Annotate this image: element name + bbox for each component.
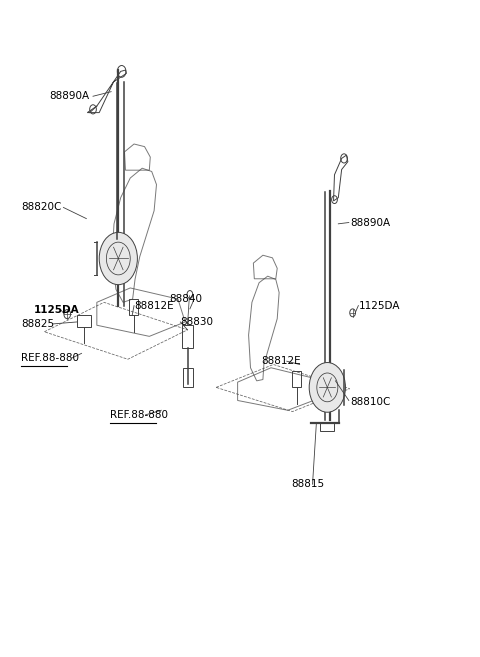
Text: REF.88-880: REF.88-880 bbox=[22, 353, 79, 363]
Text: 88810C: 88810C bbox=[350, 397, 390, 407]
Bar bbox=[292, 371, 301, 388]
Text: 1125DA: 1125DA bbox=[359, 301, 400, 311]
Text: 1125DA: 1125DA bbox=[34, 306, 80, 315]
Bar bbox=[182, 325, 193, 348]
Text: 88890A: 88890A bbox=[49, 91, 89, 101]
Text: 88812E: 88812E bbox=[134, 301, 174, 311]
Circle shape bbox=[99, 233, 137, 284]
Bar bbox=[183, 368, 193, 388]
Circle shape bbox=[309, 363, 346, 412]
Bar bbox=[320, 423, 334, 431]
Text: 88890A: 88890A bbox=[350, 217, 390, 227]
Text: 88815: 88815 bbox=[291, 479, 324, 489]
Text: 88840: 88840 bbox=[169, 294, 203, 304]
Text: REF.88-880: REF.88-880 bbox=[110, 410, 168, 420]
Text: 88825: 88825 bbox=[22, 319, 55, 329]
Text: 88812E: 88812E bbox=[262, 356, 301, 366]
Bar bbox=[129, 299, 138, 315]
Bar bbox=[77, 315, 91, 327]
Text: 88820C: 88820C bbox=[22, 202, 62, 212]
Text: 88830: 88830 bbox=[180, 317, 213, 327]
